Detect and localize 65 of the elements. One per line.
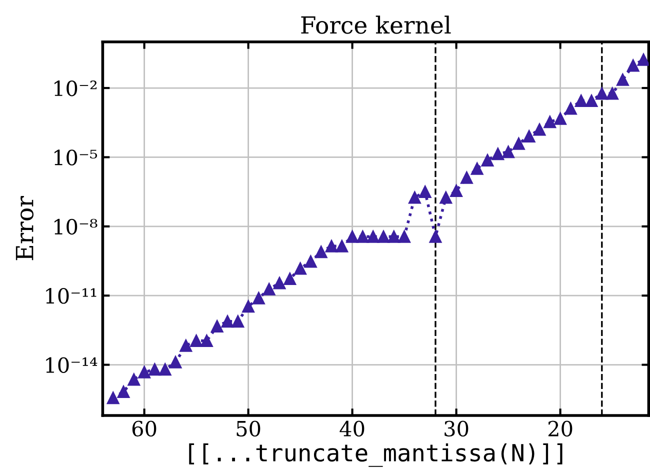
y-tick-label: 10⁻² [54,80,97,96]
y-axis-title: Error [16,196,34,260]
point [356,230,369,243]
point [314,246,328,258]
point [502,146,515,158]
point [450,184,463,198]
point [221,315,234,328]
point [117,385,130,398]
point [273,276,286,290]
point [418,185,432,198]
point [512,137,525,150]
x-tick-label: 30 [444,420,468,437]
y-tick-label: 10⁻¹¹ [46,288,96,304]
point [106,392,120,404]
x-tick-label: 60 [132,420,156,437]
point [158,363,172,376]
point [190,334,203,348]
point [262,282,276,296]
point [377,230,390,243]
x-axis-title: [[...truncate_mantissa(N)]] [189,443,562,467]
point [429,230,442,243]
point [626,59,640,72]
point [492,148,504,160]
point [470,162,484,175]
point [346,230,359,243]
y-tick-label: 10⁻⁸ [54,218,98,235]
point [148,363,161,376]
point [481,154,494,166]
point [637,53,649,66]
point [585,94,598,108]
point [440,191,452,204]
point [596,87,608,100]
point [616,73,629,86]
point [564,102,577,115]
point [554,112,567,125]
chart-title: Force kernel [301,16,451,34]
point [606,87,619,100]
x-tick-label: 50 [236,420,260,437]
point [210,320,224,332]
point [336,240,348,252]
x-tick-label: 40 [340,420,364,437]
point [294,262,307,275]
point [398,230,411,243]
point [128,373,140,386]
y-tick-label: 10⁻¹⁴ [46,357,98,373]
point [242,300,255,313]
point [284,272,296,285]
point [180,339,192,352]
y-tick-label: 10⁻⁵ [54,150,98,166]
point [388,230,400,243]
point [200,334,213,348]
point [169,356,182,368]
point [138,366,151,378]
point [252,292,265,304]
point [533,123,546,136]
point [366,230,380,243]
point [304,255,317,268]
point [544,116,556,128]
point [325,240,338,252]
point [408,191,421,204]
point [522,130,536,143]
point [574,94,588,108]
point [460,171,473,184]
x-tick-label: 20 [548,420,572,437]
point [232,315,244,328]
